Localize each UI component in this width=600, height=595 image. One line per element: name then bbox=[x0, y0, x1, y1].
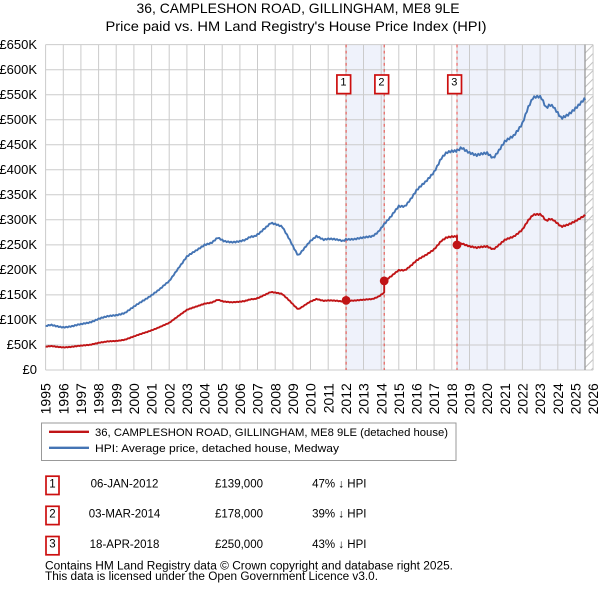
svg-text:47% ↓ HPI: 47% ↓ HPI bbox=[312, 479, 366, 491]
svg-text:2012: 2012 bbox=[338, 383, 354, 414]
svg-text:18-APR-2018: 18-APR-2018 bbox=[90, 539, 160, 551]
svg-text:1999: 1999 bbox=[108, 383, 124, 414]
svg-text:£200K: £200K bbox=[0, 262, 37, 277]
svg-text:3: 3 bbox=[451, 77, 457, 89]
svg-text:3: 3 bbox=[49, 539, 55, 551]
svg-text:2016: 2016 bbox=[409, 383, 425, 414]
svg-text:36, CAMPLESHON ROAD, GILLINGHA: 36, CAMPLESHON ROAD, GILLINGHAM, ME8 9LE… bbox=[95, 427, 448, 439]
svg-text:2000: 2000 bbox=[126, 383, 142, 414]
svg-text:2023: 2023 bbox=[532, 383, 548, 414]
svg-text:£100K: £100K bbox=[0, 312, 37, 327]
svg-text:2026: 2026 bbox=[585, 383, 600, 414]
svg-text:2014: 2014 bbox=[373, 383, 389, 414]
svg-text:HPI: Average price, detached h: HPI: Average price, detached house, Medw… bbox=[95, 443, 340, 455]
svg-text:2024: 2024 bbox=[550, 383, 566, 414]
svg-text:2009: 2009 bbox=[285, 383, 301, 414]
svg-text:2011: 2011 bbox=[320, 383, 336, 413]
svg-text:2021: 2021 bbox=[497, 383, 513, 414]
svg-text:2004: 2004 bbox=[197, 383, 213, 414]
svg-text:£550K: £550K bbox=[0, 87, 37, 102]
svg-text:£50K: £50K bbox=[7, 337, 38, 352]
svg-text:2: 2 bbox=[378, 77, 384, 89]
svg-text:Price paid vs. HM Land Registr: Price paid vs. HM Land Registry's House … bbox=[106, 18, 487, 34]
svg-text:2025: 2025 bbox=[568, 383, 584, 414]
svg-text:2013: 2013 bbox=[356, 383, 372, 414]
svg-text:2005: 2005 bbox=[214, 383, 230, 414]
svg-text:2020: 2020 bbox=[479, 383, 495, 414]
svg-text:£139,000: £139,000 bbox=[215, 479, 263, 491]
svg-text:2006: 2006 bbox=[232, 383, 248, 414]
svg-text:£400K: £400K bbox=[0, 162, 37, 177]
svg-text:39% ↓ HPI: 39% ↓ HPI bbox=[312, 509, 366, 521]
svg-text:2007: 2007 bbox=[250, 383, 266, 414]
svg-text:£250K: £250K bbox=[0, 237, 37, 252]
svg-text:£350K: £350K bbox=[0, 187, 37, 202]
svg-text:03-MAR-2014: 03-MAR-2014 bbox=[89, 509, 161, 521]
svg-text:£500K: £500K bbox=[0, 112, 37, 127]
svg-text:£178,000: £178,000 bbox=[215, 509, 263, 521]
svg-text:1995: 1995 bbox=[38, 383, 54, 414]
svg-text:£0: £0 bbox=[23, 362, 37, 377]
svg-text:£250,000: £250,000 bbox=[215, 539, 263, 551]
svg-text:1: 1 bbox=[49, 478, 55, 490]
svg-text:1998: 1998 bbox=[91, 383, 107, 414]
svg-text:06-JAN-2012: 06-JAN-2012 bbox=[91, 479, 159, 491]
svg-text:2015: 2015 bbox=[391, 383, 407, 414]
svg-text:1997: 1997 bbox=[73, 383, 89, 414]
svg-text:2008: 2008 bbox=[267, 383, 283, 414]
svg-text:2022: 2022 bbox=[515, 383, 531, 414]
svg-text:2003: 2003 bbox=[179, 383, 195, 414]
svg-text:Contains HM Land Registry data: Contains HM Land Registry data © Crown c… bbox=[45, 560, 453, 572]
svg-text:43% ↓ HPI: 43% ↓ HPI bbox=[312, 539, 366, 551]
svg-text:£150K: £150K bbox=[0, 287, 37, 302]
svg-text:2010: 2010 bbox=[303, 383, 319, 414]
svg-text:£450K: £450K bbox=[0, 137, 37, 152]
svg-text:2: 2 bbox=[49, 509, 55, 521]
svg-text:1: 1 bbox=[340, 77, 346, 89]
svg-text:2019: 2019 bbox=[462, 383, 478, 414]
svg-text:2018: 2018 bbox=[444, 383, 460, 414]
svg-text:£650K: £650K bbox=[0, 37, 37, 52]
svg-text:This data is licensed under th: This data is licensed under the Open Gov… bbox=[45, 571, 378, 583]
svg-text:£600K: £600K bbox=[0, 62, 37, 77]
svg-text:2002: 2002 bbox=[161, 383, 177, 414]
svg-text:2017: 2017 bbox=[426, 383, 442, 414]
svg-text:36, CAMPLESHON ROAD, GILLINGHA: 36, CAMPLESHON ROAD, GILLINGHAM, ME8 9LE bbox=[137, 0, 460, 16]
svg-text:1996: 1996 bbox=[55, 383, 71, 414]
svg-text:2001: 2001 bbox=[144, 383, 160, 414]
svg-text:£300K: £300K bbox=[0, 212, 37, 227]
